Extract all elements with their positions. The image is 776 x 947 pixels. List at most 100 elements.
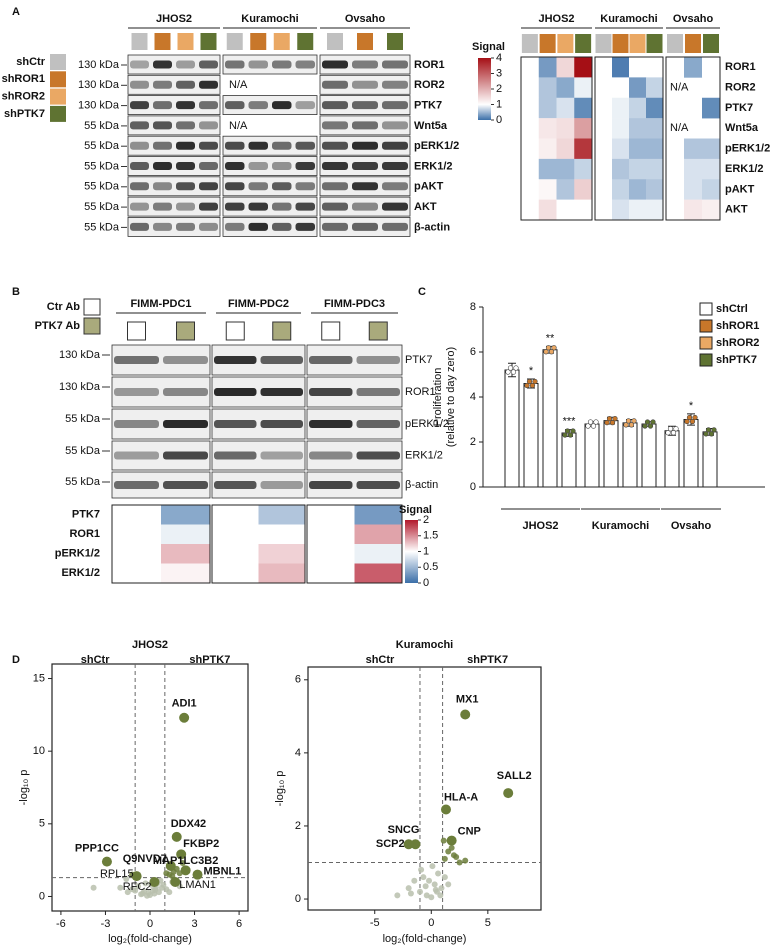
legend-label: shPTK7 — [716, 354, 757, 366]
blot-band — [382, 141, 408, 150]
y-axis-label: -log₁₀ p — [18, 770, 30, 806]
data-point — [456, 859, 463, 866]
blot-band — [130, 80, 149, 89]
blot-band — [130, 162, 149, 170]
blot-band — [114, 420, 159, 428]
lane-swatch — [612, 34, 629, 53]
labeled-point — [165, 860, 176, 871]
heatmap-cell — [258, 524, 306, 545]
blot-panel — [127, 115, 221, 136]
data-point — [431, 881, 438, 888]
row-label: pERK1/2 — [414, 140, 459, 152]
blot-band — [356, 481, 400, 489]
row-label: PTK7 — [414, 100, 442, 112]
point-label: SNCG — [388, 824, 420, 836]
lane-swatch — [321, 321, 341, 341]
blot-band — [176, 222, 195, 231]
data-point — [689, 418, 696, 425]
kda-label: 130 kDa — [78, 79, 120, 91]
data-point — [142, 880, 149, 887]
y-tick-label: 15 — [33, 672, 45, 684]
heatmap-cell — [538, 179, 557, 200]
heatmap-cell — [629, 97, 647, 119]
data-point — [623, 422, 629, 428]
blot-panel — [127, 135, 221, 156]
data-point — [423, 892, 430, 899]
data-point — [686, 414, 693, 421]
blot-band — [309, 388, 353, 396]
heatmap-row-label: Wnt5a — [725, 122, 759, 134]
data-point — [135, 883, 142, 890]
blot-band — [199, 101, 218, 110]
data-point — [132, 887, 139, 894]
heatmap-cell — [629, 199, 647, 221]
lane-swatch — [297, 33, 314, 50]
heatmap-cell — [629, 138, 647, 160]
y-tick-label: 4 — [295, 747, 301, 759]
data-point — [609, 420, 616, 426]
blot-band — [295, 182, 315, 191]
colorbar-tick-label: 1 — [423, 545, 429, 557]
point-label: SALL2 — [497, 770, 532, 782]
significance-label: ** — [546, 332, 555, 344]
blot-band — [225, 60, 245, 69]
data-point — [526, 378, 533, 385]
heatmap-cell — [112, 524, 162, 545]
blot-band — [130, 141, 149, 150]
lane-swatch — [226, 33, 243, 50]
blot-band — [153, 141, 172, 150]
data-point — [405, 885, 412, 892]
x-tick-label: 0 — [147, 918, 153, 930]
kda-label: 55 kDa — [84, 160, 120, 172]
blot-band — [272, 202, 292, 211]
blot-panel — [319, 196, 411, 217]
heatmap-cell — [556, 118, 575, 139]
data-point — [684, 418, 690, 425]
colorbar — [478, 58, 491, 120]
lane-swatch — [629, 34, 646, 53]
y-axis-label: -log₁₀ p — [274, 771, 286, 807]
blot-band — [382, 202, 408, 211]
blot-band — [176, 101, 195, 110]
blot-band — [352, 162, 378, 170]
data-point — [123, 876, 130, 883]
blot-band — [295, 162, 315, 170]
data-point — [438, 885, 445, 892]
blot-band — [248, 60, 268, 69]
kda-label: 55 kDa — [65, 445, 101, 457]
blot-band — [352, 121, 378, 130]
heatmap-cell — [574, 57, 593, 78]
heatmap-row-label: AKT — [725, 204, 748, 216]
heatmap-cell — [595, 57, 613, 78]
heatmap-cell — [629, 77, 647, 99]
group-label: Kuramochi — [241, 13, 298, 25]
blot-band — [382, 121, 408, 130]
data-point — [448, 844, 455, 851]
heatmap-frame — [520, 56, 593, 221]
lane-swatch — [327, 33, 343, 50]
lane-swatch — [357, 33, 373, 50]
heatmap-cell — [574, 118, 593, 139]
labeled-point — [176, 849, 187, 860]
heatmap-cell — [684, 138, 703, 160]
data-point — [642, 423, 648, 429]
labeled-point — [446, 835, 457, 846]
heatmap-cell — [521, 158, 540, 180]
blot-band — [214, 420, 257, 428]
heatmap-cell — [702, 97, 721, 119]
data-point — [612, 416, 618, 422]
heatmap-cell — [612, 97, 630, 119]
significance-label: *** — [563, 416, 577, 428]
heatmap-cell — [595, 158, 613, 180]
point-label: RPL15 — [100, 868, 134, 880]
x-tick-label: 0 — [428, 917, 434, 929]
labeled-point — [503, 788, 514, 799]
blot-band — [199, 202, 218, 211]
heatmap-cell — [307, 505, 355, 525]
data-point — [411, 877, 418, 884]
data-point — [587, 419, 594, 425]
lane-swatch — [272, 321, 292, 341]
heatmap-cell — [556, 199, 575, 221]
blot-band — [153, 121, 172, 130]
blot-panel — [319, 74, 411, 95]
